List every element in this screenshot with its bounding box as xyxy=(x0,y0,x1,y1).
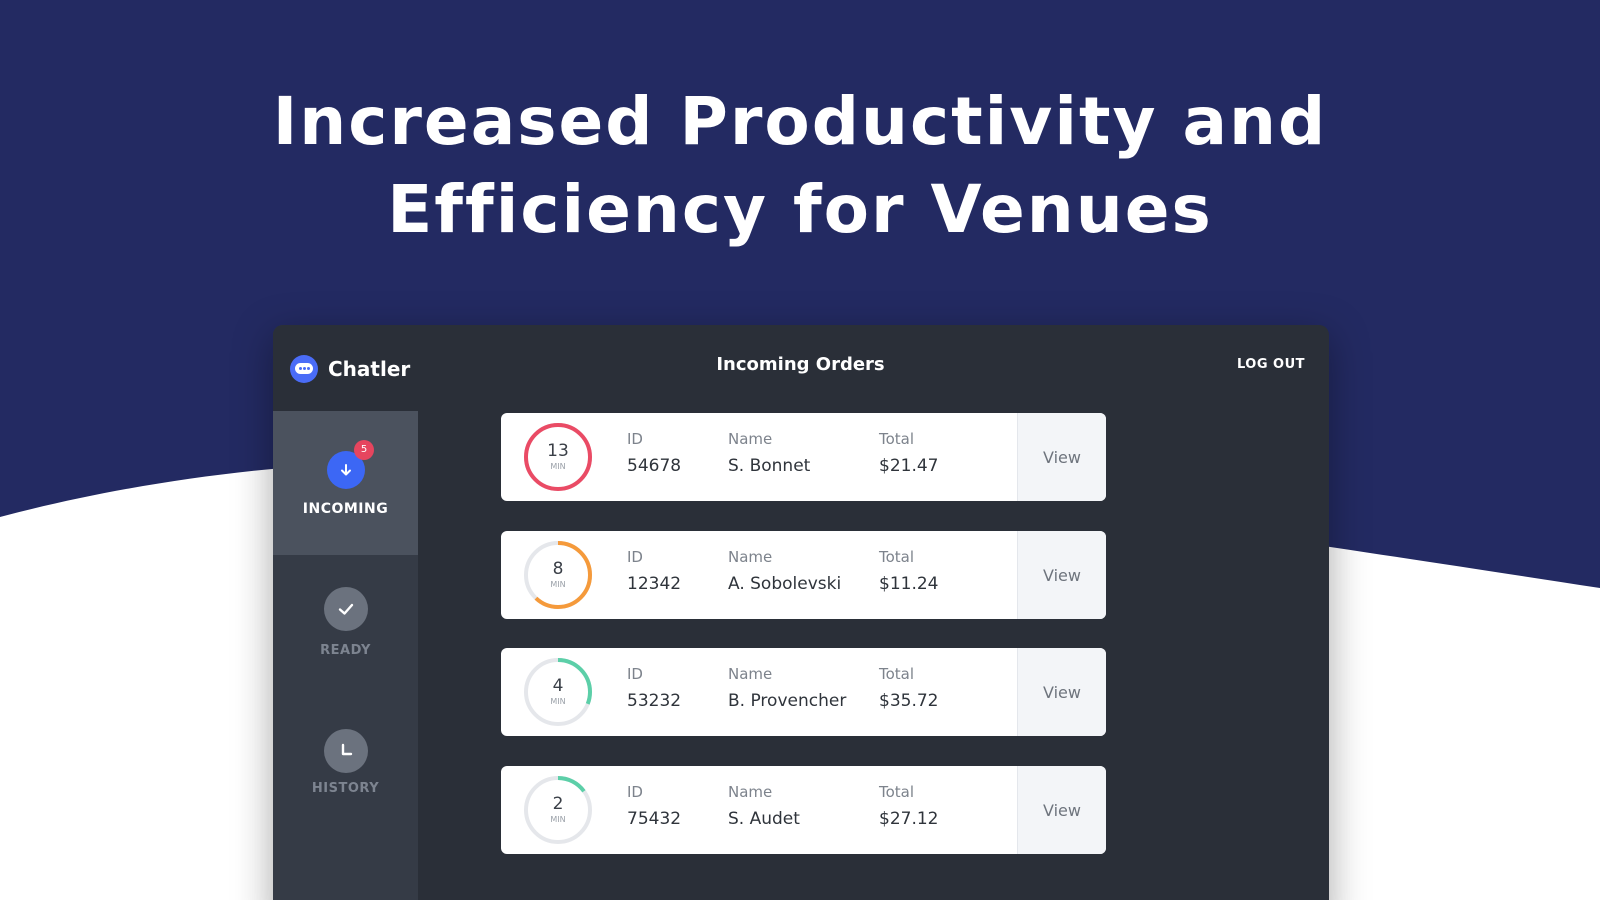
view-button[interactable]: View xyxy=(1017,766,1106,854)
sidebar-item-ready[interactable]: READY xyxy=(273,555,418,699)
timer-unit: MIN xyxy=(550,580,566,589)
logout-button[interactable]: LOG OUT xyxy=(1236,357,1305,372)
order-id: 54678 xyxy=(627,456,682,476)
brand: Chatler xyxy=(273,325,418,411)
name-label: Name xyxy=(728,783,773,801)
timer-ring: 13 MIN xyxy=(522,421,594,493)
timer-ring: 8 MIN xyxy=(522,539,594,611)
order-card[interactable]: 13 MIN ID 54678 Name S. Bonnet Total $21.47 View xyxy=(501,413,1106,501)
app-window: Chatler 5 INCOMING READY xyxy=(273,325,1329,900)
name-label: Name xyxy=(728,430,773,448)
clock-icon xyxy=(323,729,368,773)
timer-minutes: 13 xyxy=(547,441,569,461)
sidebar-item-incoming[interactable]: 5 INCOMING xyxy=(273,411,418,555)
order-total: $11.24 xyxy=(879,574,939,594)
id-label: ID xyxy=(627,783,643,801)
timer-minutes: 4 xyxy=(552,676,564,696)
timer-unit: MIN xyxy=(550,697,566,706)
sidebar-item-label: READY xyxy=(320,643,371,658)
timer-minutes: 8 xyxy=(552,559,564,579)
view-button[interactable]: View xyxy=(1017,531,1106,619)
customer-name: B. Provencher xyxy=(728,691,847,711)
id-label: ID xyxy=(627,548,643,566)
name-label: Name xyxy=(728,548,773,566)
view-button[interactable]: View xyxy=(1017,413,1106,501)
customer-name: S. Bonnet xyxy=(728,456,811,476)
timer-ring: 2 MIN xyxy=(522,774,594,846)
sidebar: Chatler 5 INCOMING READY xyxy=(273,325,418,900)
id-label: ID xyxy=(627,665,643,683)
page-title: Incoming Orders xyxy=(716,354,885,375)
order-id: 53232 xyxy=(627,691,682,711)
customer-name: S. Audet xyxy=(728,809,800,829)
view-button[interactable]: View xyxy=(1017,648,1106,736)
check-icon xyxy=(323,587,368,631)
order-card[interactable]: 8 MIN ID 12342 Name A. Sobolevski Total $11.24 V… xyxy=(501,531,1106,619)
order-total: $21.47 xyxy=(879,456,939,476)
sidebar-item-history[interactable]: HISTORY xyxy=(273,695,418,839)
timer-minutes: 2 xyxy=(552,794,564,814)
headline-line-1: Increased Productivity and xyxy=(272,83,1328,160)
total-label: Total xyxy=(879,783,915,801)
order-card[interactable]: 2 MIN ID 75432 Name S. Audet Total $27.12 View xyxy=(501,766,1106,854)
id-label: ID xyxy=(627,430,643,448)
order-total: $35.72 xyxy=(879,691,939,711)
incoming-count-badge: 5 xyxy=(354,440,374,460)
chat-bubble-icon xyxy=(290,355,318,383)
total-label: Total xyxy=(879,548,915,566)
order-id: 75432 xyxy=(627,809,682,829)
sidebar-item-label: INCOMING xyxy=(302,501,389,517)
timer-unit: MIN xyxy=(550,462,566,471)
order-total: $27.12 xyxy=(879,809,939,829)
total-label: Total xyxy=(879,665,915,683)
name-label: Name xyxy=(728,665,773,683)
timer-unit: MIN xyxy=(550,815,566,824)
total-label: Total xyxy=(879,430,915,448)
headline: Increased Productivity and Efficiency fo… xyxy=(0,78,1600,254)
sidebar-item-label: HISTORY xyxy=(311,781,380,796)
order-id: 12342 xyxy=(627,574,682,594)
brand-name: Chatler xyxy=(328,357,411,381)
timer-ring: 4 MIN xyxy=(522,656,594,728)
headline-line-2: Efficiency for Venues xyxy=(387,171,1213,248)
customer-name: A. Sobolevski xyxy=(728,574,842,594)
order-card[interactable]: 4 MIN ID 53232 Name B. Provencher Total $35.72 V… xyxy=(501,648,1106,736)
